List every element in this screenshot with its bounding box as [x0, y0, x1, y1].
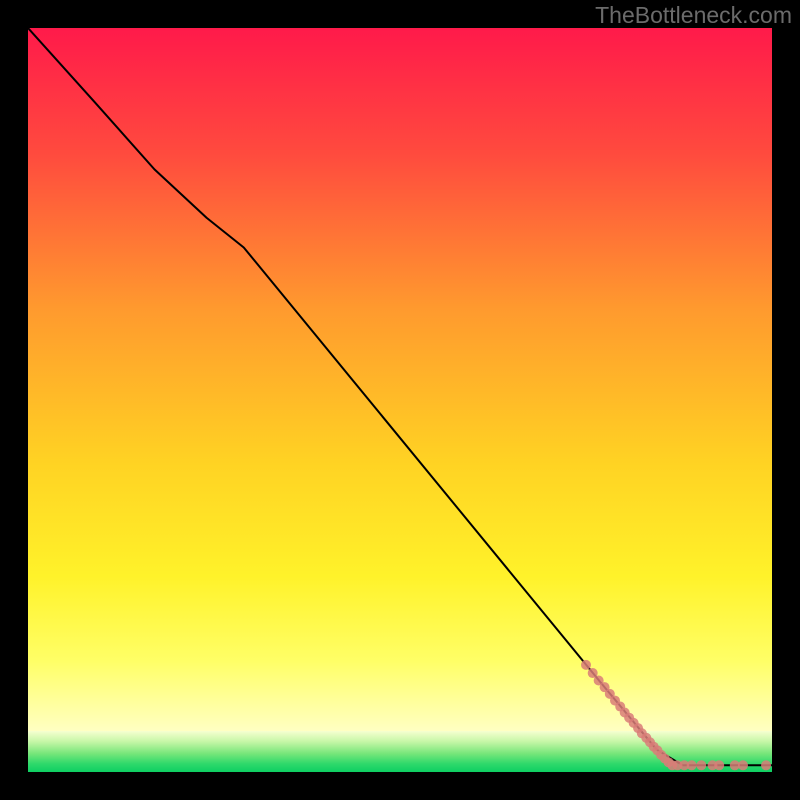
- plot-area: [28, 28, 772, 772]
- scatter-point: [696, 760, 706, 770]
- bottleneck-curve: [28, 28, 772, 765]
- scatter-point: [714, 760, 724, 770]
- watermark-text: TheBottleneck.com: [595, 2, 792, 29]
- scatter-point: [761, 760, 771, 770]
- scatter-point: [738, 760, 748, 770]
- chart-stage: TheBottleneck.com: [0, 0, 800, 800]
- scatter-points-group: [581, 660, 771, 770]
- scatter-point: [687, 760, 697, 770]
- chart-svg: [28, 28, 772, 772]
- scatter-point: [581, 660, 591, 670]
